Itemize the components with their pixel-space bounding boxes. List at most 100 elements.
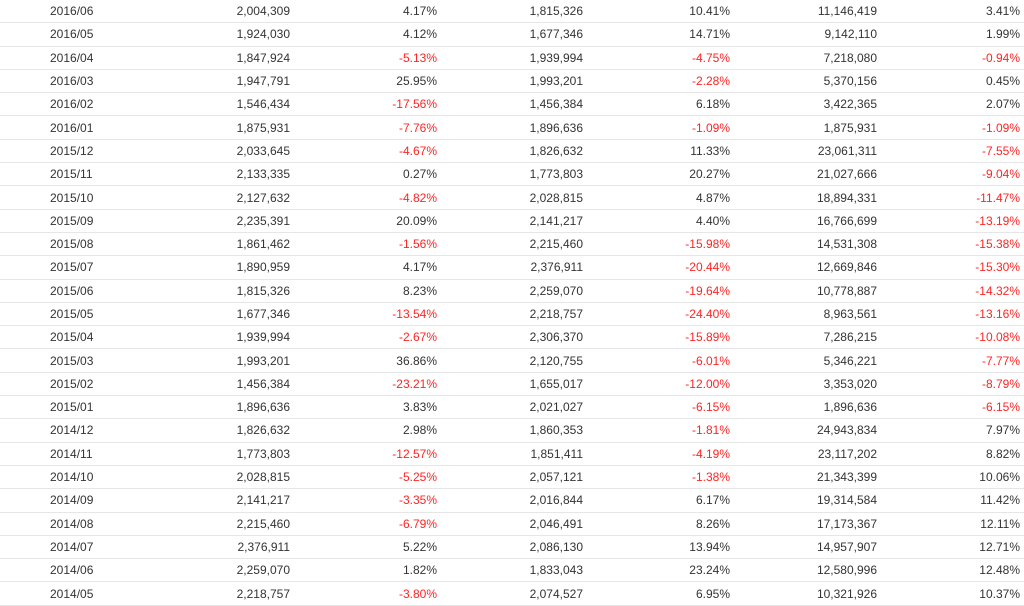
table-row: 2015/04 1,939,994 -2.67% 2,306,370 -15.89% 7,… <box>0 325 1024 350</box>
date-cell: 2016/06 <box>0 0 150 24</box>
date-cell: 2015/03 <box>0 348 150 373</box>
cumulative-cell: 12,580,996 <box>730 558 877 583</box>
change-a-cell: 8.23% <box>290 279 437 303</box>
change-b-cell: 13.94% <box>583 535 730 560</box>
value-a-cell: 1,815,326 <box>150 279 290 303</box>
cumulative-cell: 7,218,080 <box>730 46 877 70</box>
value-a-cell: 2,259,070 <box>150 558 290 583</box>
cumulative-change-cell: -10.08% <box>877 325 1024 350</box>
value-b-cell: 1,677,346 <box>437 22 583 47</box>
value-a-cell: 2,141,217 <box>150 488 290 513</box>
date-cell: 2016/03 <box>0 69 150 94</box>
change-a-cell: 4.17% <box>290 0 437 24</box>
value-a-cell: 2,004,309 <box>150 0 290 24</box>
table-row: 2015/02 1,456,384 -23.21% 1,655,017 -12.00% 3… <box>0 372 1024 397</box>
value-b-cell: 2,215,460 <box>437 232 583 257</box>
change-b-cell: 4.87% <box>583 185 730 210</box>
change-a-cell: -4.67% <box>290 139 437 164</box>
cumulative-change-cell: -0.94% <box>877 46 1024 70</box>
table-row: 2015/08 1,861,462 -1.56% 2,215,460 -15.98% 14… <box>0 232 1024 257</box>
date-cell: 2015/11 <box>0 162 150 187</box>
table-row: 2014/08 2,215,460 -6.79% 2,046,491 8.26% 17,1… <box>0 512 1024 536</box>
change-a-cell: 5.22% <box>290 535 437 560</box>
cumulative-cell: 1,875,931 <box>730 115 877 140</box>
value-a-cell: 1,826,632 <box>150 418 290 443</box>
cumulative-cell: 23,061,311 <box>730 139 877 164</box>
value-b-cell: 1,896,636 <box>437 115 583 140</box>
date-cell: 2014/11 <box>0 442 150 466</box>
value-b-cell: 2,028,815 <box>437 185 583 210</box>
value-a-cell: 1,896,636 <box>150 395 290 420</box>
cumulative-change-cell: 11.42% <box>877 488 1024 513</box>
change-a-cell: -17.56% <box>290 92 437 117</box>
cumulative-change-cell: -15.38% <box>877 232 1024 257</box>
cumulative-change-cell: -15.30% <box>877 255 1024 280</box>
cumulative-change-cell: -9.04% <box>877 162 1024 187</box>
cumulative-cell: 9,142,110 <box>730 22 877 47</box>
change-a-cell: -1.56% <box>290 232 437 257</box>
table-row: 2016/03 1,947,791 25.95% 1,993,201 -2.28% 5,3… <box>0 69 1024 94</box>
table-row: 2014/11 1,773,803 -12.57% 1,851,411 -4.19% 23… <box>0 442 1024 466</box>
date-cell: 2014/06 <box>0 558 150 583</box>
change-b-cell: -15.98% <box>583 232 730 257</box>
value-a-cell: 1,456,384 <box>150 372 290 397</box>
change-b-cell: -1.81% <box>583 418 730 443</box>
cumulative-cell: 5,346,221 <box>730 348 877 373</box>
table-row: 2014/06 2,259,070 1.82% 1,833,043 23.24% 12,5… <box>0 558 1024 583</box>
cumulative-change-cell: 10.37% <box>877 581 1024 606</box>
date-cell: 2016/02 <box>0 92 150 117</box>
change-b-cell: 6.18% <box>583 92 730 117</box>
table-row: 2016/04 1,847,924 -5.13% 1,939,994 -4.75% 7,2… <box>0 46 1024 70</box>
date-cell: 2014/10 <box>0 465 150 490</box>
value-b-cell: 2,016,844 <box>437 488 583 513</box>
change-b-cell: -6.15% <box>583 395 730 420</box>
cumulative-cell: 19,314,584 <box>730 488 877 513</box>
date-cell: 2015/01 <box>0 395 150 420</box>
cumulative-change-cell: 8.82% <box>877 442 1024 466</box>
value-b-cell: 1,826,632 <box>437 139 583 164</box>
change-b-cell: 10.41% <box>583 0 730 24</box>
change-b-cell: -4.75% <box>583 46 730 70</box>
cumulative-cell: 3,353,020 <box>730 372 877 397</box>
value-a-cell: 1,890,959 <box>150 255 290 280</box>
value-b-cell: 1,860,353 <box>437 418 583 443</box>
change-b-cell: -15.89% <box>583 325 730 350</box>
change-b-cell: 6.17% <box>583 488 730 513</box>
value-b-cell: 2,074,527 <box>437 581 583 606</box>
table-row: 2015/11 2,133,335 0.27% 1,773,803 20.27% 21,0… <box>0 162 1024 187</box>
cumulative-change-cell: -6.15% <box>877 395 1024 420</box>
value-a-cell: 2,215,460 <box>150 512 290 536</box>
value-a-cell: 2,028,815 <box>150 465 290 490</box>
cumulative-cell: 12,669,846 <box>730 255 877 280</box>
value-b-cell: 1,939,994 <box>437 46 583 70</box>
change-b-cell: -6.01% <box>583 348 730 373</box>
change-b-cell: 8.26% <box>583 512 730 536</box>
cumulative-change-cell: 12.71% <box>877 535 1024 560</box>
value-b-cell: 2,218,757 <box>437 302 583 327</box>
change-b-cell: 4.40% <box>583 209 730 233</box>
value-a-cell: 2,033,645 <box>150 139 290 164</box>
change-a-cell: -3.35% <box>290 488 437 513</box>
change-a-cell: -13.54% <box>290 302 437 327</box>
value-a-cell: 1,924,030 <box>150 22 290 47</box>
value-b-cell: 1,851,411 <box>437 442 583 466</box>
cumulative-change-cell: 7.97% <box>877 418 1024 443</box>
date-cell: 2015/06 <box>0 279 150 303</box>
change-a-cell: 20.09% <box>290 209 437 233</box>
change-a-cell: 25.95% <box>290 69 437 94</box>
value-a-cell: 2,376,911 <box>150 535 290 560</box>
cumulative-change-cell: 0.45% <box>877 69 1024 94</box>
change-b-cell: 14.71% <box>583 22 730 47</box>
cumulative-cell: 14,531,308 <box>730 232 877 257</box>
change-b-cell: -12.00% <box>583 372 730 397</box>
cumulative-change-cell: 10.06% <box>877 465 1024 490</box>
change-a-cell: 4.12% <box>290 22 437 47</box>
table-row: 2014/09 2,141,217 -3.35% 2,016,844 6.17% 19,3… <box>0 488 1024 513</box>
value-a-cell: 1,939,994 <box>150 325 290 350</box>
cumulative-change-cell: -13.19% <box>877 209 1024 233</box>
cumulative-change-cell: 12.11% <box>877 512 1024 536</box>
cumulative-cell: 14,957,907 <box>730 535 877 560</box>
table-row: 2015/03 1,993,201 36.86% 2,120,755 -6.01% 5,3… <box>0 348 1024 373</box>
value-a-cell: 1,546,434 <box>150 92 290 117</box>
value-a-cell: 1,677,346 <box>150 302 290 327</box>
